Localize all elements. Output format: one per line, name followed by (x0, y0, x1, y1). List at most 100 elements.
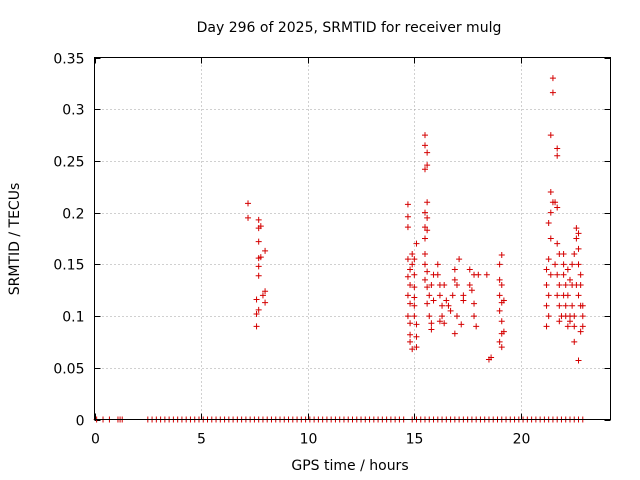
data-point (564, 292, 571, 299)
data-point (407, 338, 414, 345)
data-point (545, 313, 552, 320)
data-point (471, 300, 478, 307)
data-point (496, 261, 503, 268)
data-point (545, 292, 552, 299)
data-point (428, 282, 435, 289)
data-point (577, 271, 584, 278)
data-point (428, 326, 435, 333)
data-point (554, 271, 561, 278)
data-point (245, 200, 252, 207)
data-point (573, 235, 580, 242)
data-point (466, 266, 473, 273)
data-point (456, 256, 463, 263)
x-tick-label: 15 (406, 432, 424, 448)
data-point (453, 282, 460, 289)
x-tick-label: 0 (91, 432, 100, 448)
data-point (404, 213, 411, 220)
x-tick-label: 20 (513, 432, 531, 448)
data-point (407, 300, 414, 307)
data-point (262, 288, 269, 295)
plot-frame (94, 57, 611, 420)
axis-ticks: 0 0.05 0.1 0.15 0.2 0.25 0.3 0.35 0 5 10 15 20 (53, 52, 611, 448)
data-point (575, 292, 582, 299)
data-point (547, 235, 554, 242)
data-point (404, 292, 411, 299)
data-point (496, 292, 503, 299)
data-point (575, 245, 582, 252)
data-point (421, 142, 428, 149)
data-point (453, 313, 460, 320)
data-point (424, 268, 431, 275)
data-point (407, 320, 414, 327)
y-tick-label: 0.3 (62, 103, 84, 119)
data-point (498, 318, 505, 325)
chart-title: Day 296 of 2025, SRMTID for receiver mul… (197, 20, 502, 36)
data-point (411, 313, 418, 320)
data-point (554, 204, 561, 211)
data-point (560, 271, 567, 278)
data-point (569, 302, 576, 309)
data-point (436, 292, 443, 299)
data-point (547, 271, 554, 278)
data-point (424, 227, 431, 234)
data-point (466, 282, 473, 289)
data-point (500, 328, 507, 335)
data-point (569, 261, 576, 268)
data-point (458, 321, 465, 328)
data-point (488, 354, 495, 361)
data-point (441, 320, 448, 327)
data-point (421, 251, 428, 258)
data-point (562, 282, 569, 289)
data-point (255, 263, 262, 270)
x-tick-label: 10 (300, 432, 318, 448)
data-point (413, 321, 420, 328)
data-point (253, 323, 260, 330)
data-point (439, 313, 446, 320)
data-point (424, 284, 431, 291)
data-point (552, 261, 559, 268)
data-point (424, 162, 431, 169)
data-point (498, 282, 505, 289)
data-point (426, 313, 433, 320)
data-point (556, 282, 563, 289)
data-point (436, 318, 443, 325)
data-points (93, 75, 586, 423)
data-point (411, 271, 418, 278)
data-point (496, 276, 503, 283)
data-point (421, 224, 428, 231)
y-tick-label: 0.2 (62, 207, 84, 223)
data-point (547, 188, 554, 195)
x-tick-label: 5 (197, 432, 206, 448)
data-point (434, 261, 441, 268)
y-axis-label: SRMTID / TECUs (7, 183, 23, 296)
data-point (421, 209, 428, 216)
data-point (259, 292, 266, 299)
x-axis-label: GPS time / hours (291, 458, 408, 474)
data-point (554, 145, 561, 152)
data-point (257, 223, 264, 230)
data-point (468, 287, 475, 294)
data-point (543, 266, 550, 273)
data-point (575, 261, 582, 268)
y-tick-label: 0.35 (53, 52, 84, 68)
data-point (409, 261, 416, 268)
data-point (543, 282, 550, 289)
data-point (424, 300, 431, 307)
data-point (245, 214, 252, 221)
data-point (554, 292, 561, 299)
data-point (500, 297, 507, 304)
data-point (556, 302, 563, 309)
data-point (404, 256, 411, 263)
y-tick-label: 0 (76, 414, 85, 430)
data-point (577, 328, 584, 335)
data-point (421, 276, 428, 283)
y-tick-label: 0.05 (53, 362, 84, 378)
data-point (549, 75, 556, 82)
data-point (579, 323, 586, 330)
data-point (413, 240, 420, 247)
data-point (560, 261, 567, 268)
data-point (409, 251, 416, 258)
data-point (547, 132, 554, 139)
data-point (571, 313, 578, 320)
